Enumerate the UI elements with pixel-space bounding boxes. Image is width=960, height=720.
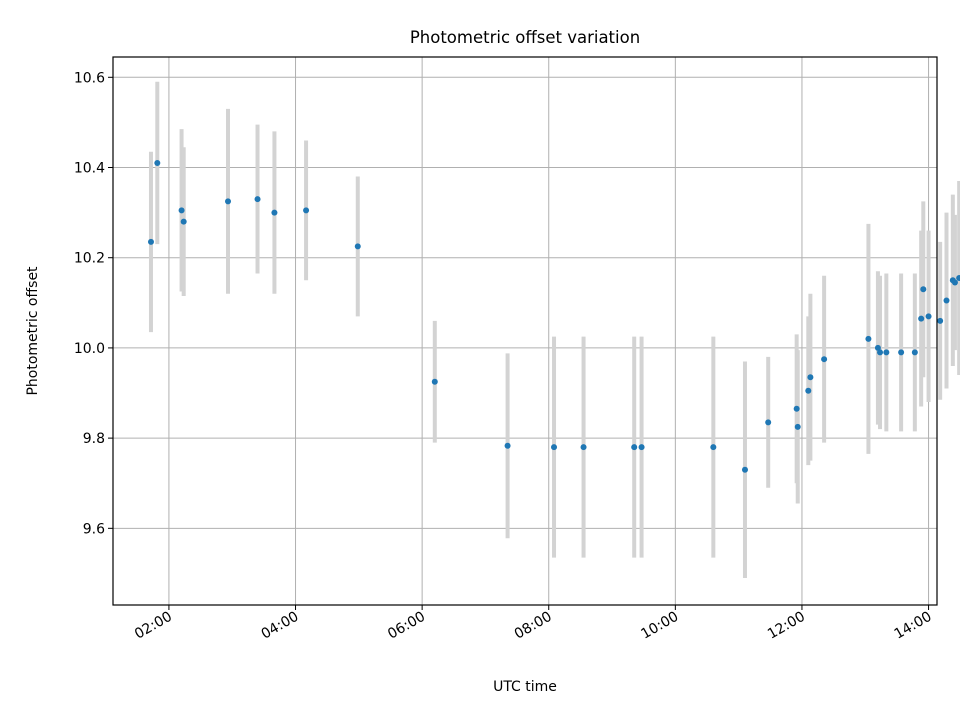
y-tick-label: 10.4	[74, 161, 105, 177]
data-point	[178, 207, 185, 214]
y-tick-label: 10.6	[74, 70, 105, 86]
plot-frame	[112, 56, 938, 606]
data-point	[937, 317, 944, 324]
y-tick-label: 9.6	[83, 521, 105, 537]
data-point	[431, 378, 438, 385]
data-point	[147, 238, 154, 245]
data-point	[710, 444, 717, 451]
data-point	[154, 159, 161, 166]
data-point	[807, 374, 814, 381]
data-point	[354, 243, 361, 250]
data-point	[951, 279, 958, 286]
data-point	[551, 444, 558, 451]
data-point	[865, 335, 872, 342]
data-point	[794, 423, 801, 430]
point-layer	[147, 159, 960, 473]
data-point	[918, 315, 925, 322]
data-point	[874, 344, 881, 351]
data-point	[943, 297, 950, 304]
data-point	[911, 349, 918, 356]
data-point	[877, 349, 884, 356]
data-point	[225, 198, 232, 205]
data-point	[631, 444, 638, 451]
data-point	[303, 207, 310, 214]
data-point	[821, 356, 828, 363]
data-point	[920, 286, 927, 293]
data-point	[741, 466, 748, 473]
data-point	[765, 419, 772, 426]
grid-layer	[113, 57, 937, 605]
y-axis-label: Photometric offset	[25, 266, 41, 396]
x-axis-label: UTC time	[493, 679, 557, 695]
data-point	[883, 349, 890, 356]
data-point	[580, 444, 587, 451]
data-point	[180, 218, 187, 225]
data-point	[271, 209, 278, 216]
data-point	[925, 313, 932, 320]
y-tick-label: 10.0	[74, 341, 105, 357]
data-point	[254, 196, 261, 203]
data-point	[805, 387, 812, 394]
data-point	[898, 349, 905, 356]
y-tick-label: 10.2	[74, 251, 105, 267]
data-point	[638, 444, 645, 451]
data-point	[793, 405, 800, 412]
y-tick-label: 9.8	[83, 431, 105, 447]
chart-title: Photometric offset variation	[410, 28, 640, 47]
data-point	[504, 442, 511, 449]
data-point	[956, 275, 960, 282]
